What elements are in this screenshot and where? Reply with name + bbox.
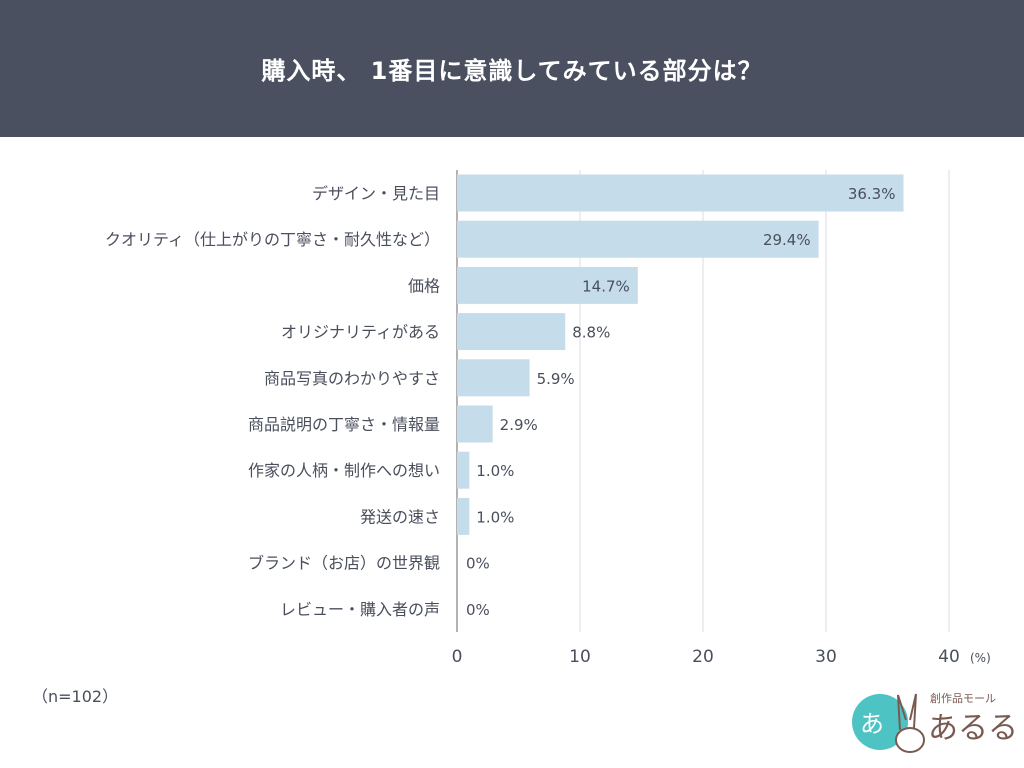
chart-title: 購入時、 1番目に意識してみている部分は？	[261, 57, 763, 85]
data-label: 8.8%	[572, 324, 610, 342]
x-tick-label: 40	[938, 647, 960, 667]
data-label: 14.7%	[582, 277, 630, 295]
svg-text:あるる: あるる	[928, 711, 1018, 746]
x-tick-label: 30	[815, 647, 837, 667]
x-tick-label: 10	[569, 647, 591, 667]
category-label: 発送の速さ	[360, 507, 440, 526]
logo: あ 創作品モール あるる	[852, 691, 1018, 753]
x-tick-label: 0	[452, 647, 463, 667]
category-label: クオリティ（仕上がりの丁寧さ・耐久性など）	[105, 230, 440, 249]
x-tick-label: 20	[692, 647, 714, 667]
bar	[457, 359, 530, 397]
category-label: 商品写真のわかりやすさ	[264, 369, 440, 388]
category-label: 価格	[408, 276, 440, 295]
data-label: 5.9%	[537, 370, 575, 388]
bar	[457, 220, 819, 258]
data-label: 36.3%	[848, 185, 896, 203]
data-label: 0%	[466, 601, 490, 619]
category-label: デザイン・見た目	[312, 184, 440, 203]
bar	[457, 497, 470, 535]
data-label: 29.4%	[763, 231, 811, 249]
category-label: ブランド（お店）の世界観	[248, 554, 440, 573]
data-label: 0%	[466, 555, 490, 573]
svg-text:創作品モール: 創作品モール	[930, 691, 996, 705]
bar	[457, 405, 493, 443]
bar	[457, 313, 566, 351]
category-label: オリジナリティがある	[281, 323, 440, 342]
category-label: 作家の人柄・制作への想い	[248, 461, 440, 480]
x-unit-label: (%)	[970, 651, 991, 665]
data-label: 2.9%	[500, 416, 538, 434]
header-banner: 購入時、 1番目に意識してみている部分は？	[0, 0, 1024, 137]
category-label: 商品説明の丁寧さ・情報量	[248, 415, 440, 434]
svg-text:あ: あ	[860, 710, 884, 738]
data-label: 1.0%	[476, 462, 514, 480]
bar	[457, 174, 904, 212]
data-label: 1.0%	[476, 508, 514, 526]
sample-size-note: （n=102）	[32, 687, 119, 706]
bar	[457, 266, 638, 304]
category-label: レビュー・購入者の声	[280, 600, 440, 619]
bar	[457, 451, 470, 489]
